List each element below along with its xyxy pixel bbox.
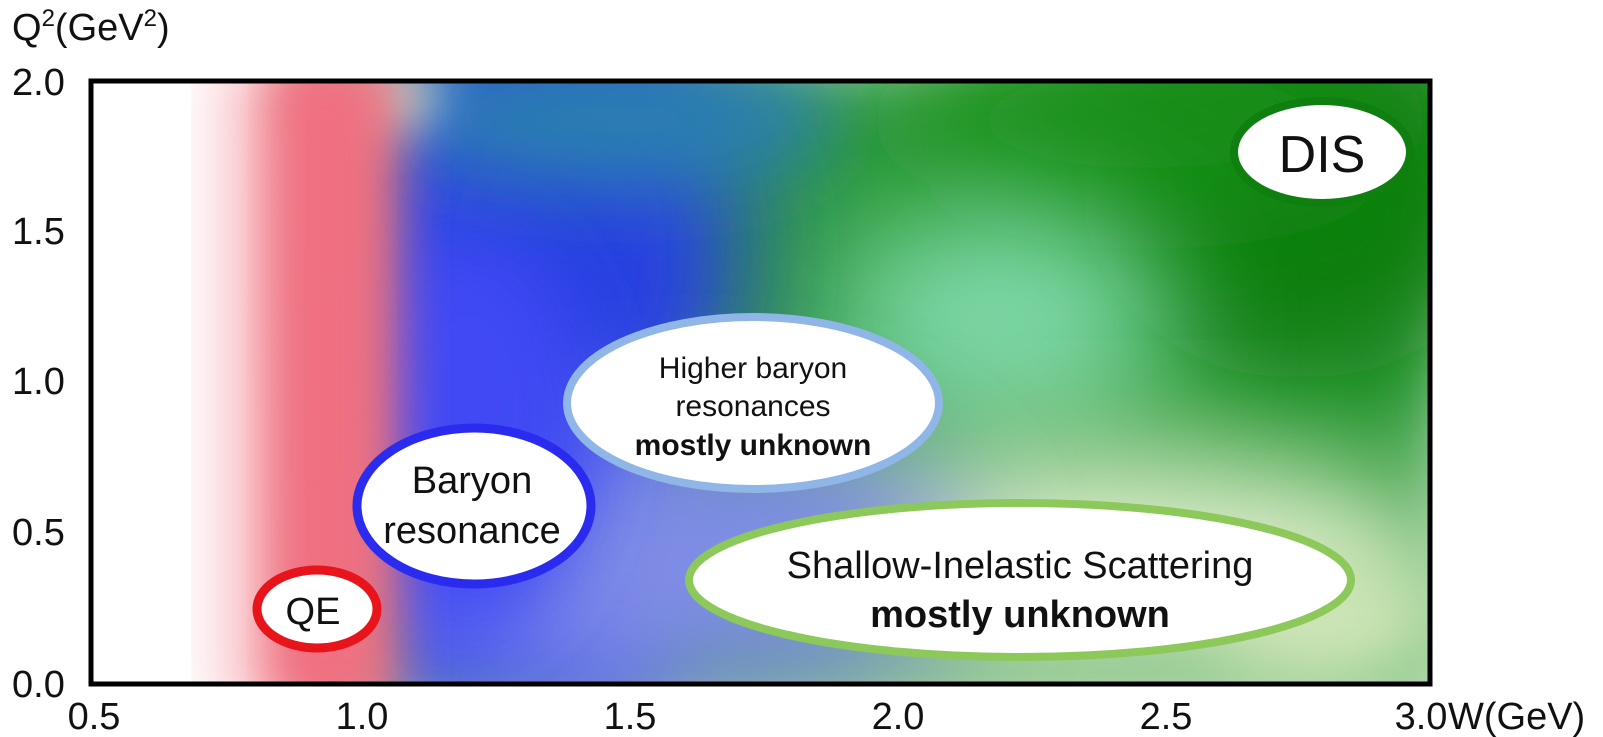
higher-resonances-region: Higher baryon resonances mostly unknown: [563, 313, 943, 493]
higher-resonances-ellipse: [563, 313, 943, 493]
qe-label: QE: [286, 591, 341, 633]
x-tick-label: 0.5: [68, 696, 121, 737]
qe-region: QE: [252, 565, 382, 653]
sis-label-line1: Shallow-Inelastic Scattering: [787, 545, 1254, 587]
baryon-ellipse: [352, 423, 596, 589]
x-tick-label: 2.5: [1140, 696, 1193, 737]
qe-ellipse: [252, 565, 382, 653]
y-axis-ticks: 2.0 1.5 1.0 0.5 0.0: [12, 62, 65, 706]
higher-label-line3: mostly unknown: [635, 429, 872, 462]
y-tick-label: 1.0: [12, 361, 65, 403]
y-tick-label: 1.5: [12, 211, 65, 253]
x-axis-ticks: 0.5 1.0 1.5 2.0 2.5 3.0: [68, 696, 1448, 737]
dis-label: DIS: [1279, 126, 1366, 184]
higher-label-line1: Higher baryon: [659, 352, 847, 385]
dis-ellipse: [1230, 97, 1414, 207]
sis-region: Shallow-Inelastic Scattering mostly unkn…: [685, 499, 1355, 661]
sis-ellipse: [685, 499, 1355, 661]
dis-region: DIS: [1230, 97, 1414, 207]
y-tick-label: 2.0: [12, 62, 65, 104]
y-tick-label: 0.5: [12, 512, 65, 554]
sis-label-line2: mostly unknown: [870, 594, 1170, 636]
x-tick-label: 3.0: [1395, 696, 1448, 737]
x-tick-label: 1.5: [604, 696, 657, 737]
x-tick-label: 2.0: [872, 696, 925, 737]
baryon-label-line1: Baryon: [412, 460, 532, 502]
x-axis-label: W(GeV): [1448, 696, 1585, 737]
higher-label-line2: resonances: [675, 390, 830, 423]
baryon-resonance-region: Baryon resonance: [352, 423, 596, 589]
x-tick-label: 1.0: [336, 696, 389, 737]
y-tick-label: 0.0: [12, 664, 65, 706]
plot-frame: [88, 78, 1433, 687]
baryon-label-line2: resonance: [383, 510, 560, 552]
y-axis-label: Q2(GeV2): [12, 5, 170, 49]
